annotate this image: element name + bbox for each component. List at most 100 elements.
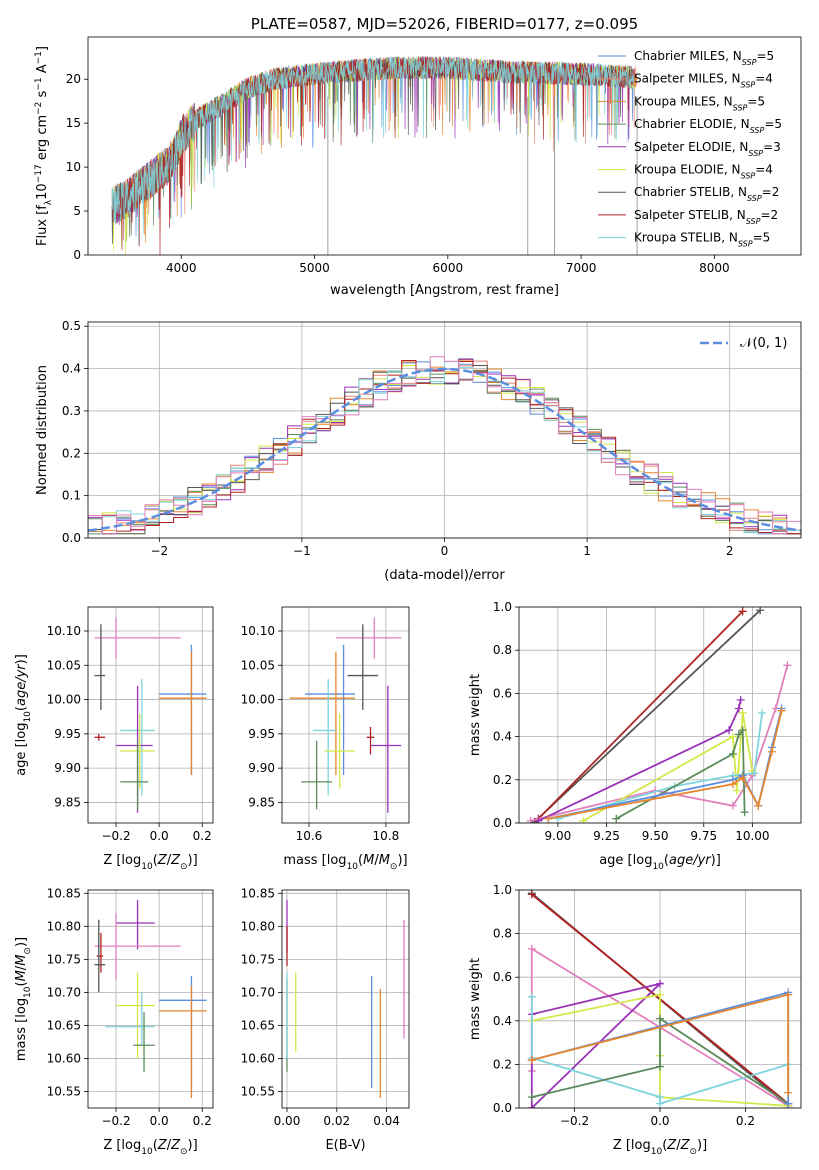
weight-marker <box>728 801 737 810</box>
y-tick-label: 10.65 <box>241 1018 275 1032</box>
histogram-steps <box>88 356 801 535</box>
weight-line <box>538 699 742 822</box>
weight-marker <box>526 816 535 823</box>
weight-line <box>530 665 789 822</box>
errorbar-point <box>116 972 155 1059</box>
errorbars-mass_vs_Z <box>94 899 207 1099</box>
weight-marker <box>740 808 749 817</box>
legend-label: Salpeter ELODIE, NSSP=3 <box>634 140 781 158</box>
x-tick-label: 0.00 <box>274 1114 301 1128</box>
legend-label: Salpeter STELIB, NSSP=2 <box>634 208 778 226</box>
y-tick-label: 0.2 <box>493 1057 512 1071</box>
weight-marker <box>527 944 536 953</box>
weight-marker <box>656 1099 664 1108</box>
x-axis-label: Z [log10(Z/Z⊙)] <box>613 1138 707 1157</box>
errorbars-age_vs_Z <box>94 617 207 813</box>
x-axis-label: mass [log10(M/M⊙)] <box>283 853 407 872</box>
y-tick-label: 10.05 <box>241 658 275 672</box>
errorbar-point <box>133 1012 155 1072</box>
y-tick-label: 0.4 <box>62 362 81 376</box>
y-tick-label: 10.10 <box>47 624 81 638</box>
x-tick-label: 9.75 <box>690 829 717 843</box>
weight-marker <box>544 814 553 823</box>
y-axis-label: Flux [fλ10−17 erg cm−2 s−1 A−1] <box>34 46 54 246</box>
x-tick-label: 9.00 <box>545 829 572 843</box>
y-tick-label: 0.0 <box>62 531 81 545</box>
errorbar-point <box>347 624 379 710</box>
weight-marker <box>783 661 792 670</box>
weight-marker <box>758 708 767 717</box>
histogram-step <box>88 356 801 535</box>
legend-label: Salpeter MILES, NSSP=4 <box>634 72 773 90</box>
x-tick-label: 0.0 <box>650 1114 669 1128</box>
legend-label: Chabrier ELODIE, NSSP=5 <box>634 117 782 135</box>
y-axis-label: mass [log10(M/M⊙)] <box>14 937 33 1061</box>
axes-age_vs_Z: −0.2 0.0 0.2 9.85 9.90 9.95 10.00 10.05 10.10 <box>47 607 213 843</box>
weight-marker <box>656 979 664 988</box>
weight-lines-weight_vs_age <box>526 607 792 823</box>
y-tick-label: 20 <box>66 72 81 86</box>
spectrum-line <box>111 55 635 245</box>
errorbar-point <box>159 985 207 1099</box>
errorbar-point <box>94 919 106 993</box>
weight-marker <box>784 1099 793 1108</box>
errorbar-point <box>96 932 104 973</box>
y-tick-label: 10.80 <box>47 919 81 933</box>
axes-mass_vs_Z: −0.2 0.0 0.2 10.55 10.60 10.65 10.70 10.75 10.80… <box>47 886 213 1128</box>
y-tick-label: 10.55 <box>241 1084 275 1098</box>
legend-label: Kroupa MILES, NSSP=5 <box>634 94 765 112</box>
legend-label: Kroupa ELODIE, NSSP=4 <box>634 163 773 181</box>
x-tick-label: 2 <box>726 544 734 558</box>
weight-marker <box>527 890 536 899</box>
weight-marker <box>736 695 745 704</box>
weight-line <box>533 609 761 823</box>
x-tick-label: 9.50 <box>642 829 669 843</box>
weight-marker <box>656 990 664 999</box>
axes-weight_vs_Z: −0.2 0.0 0.2 0.0 0.2 0.4 0.6 0.8 1.0 <box>493 883 801 1128</box>
weight-marker <box>728 780 737 789</box>
errorbar-point <box>94 913 181 980</box>
weight-marker <box>527 1056 536 1065</box>
spectrum-frame <box>87 36 802 256</box>
histogram-frame <box>87 321 802 539</box>
normal-curve <box>88 367 801 532</box>
y-tick-label: 9.90 <box>54 761 81 775</box>
x-tick-label: 10.00 <box>735 829 769 843</box>
y-tick-label: 10.60 <box>241 1051 275 1065</box>
y-tick-label: 9.85 <box>54 795 81 809</box>
y-tick-label: 0.6 <box>493 970 512 984</box>
x-axis-label: Z [log10(Z/Z⊙)] <box>103 853 197 872</box>
legend-label: Chabrier STELIB, NSSP=2 <box>634 185 779 203</box>
errorbar-point <box>159 651 207 775</box>
x-tick-label: 5000 <box>299 261 330 275</box>
weight_vs_Z-frame <box>518 889 802 1109</box>
y-tick-label: 0.0 <box>493 816 512 830</box>
x-axis-label: Z [log10(Z/Z⊙)] <box>103 1138 197 1157</box>
x-tick-label: 0.2 <box>736 1114 755 1128</box>
weight_vs_age-frame <box>518 606 802 824</box>
legend-label: Kroupa STELIB, NSSP=5 <box>634 231 770 249</box>
y-tick-label: 9.90 <box>248 761 275 775</box>
mass_vs_ebv-frame <box>281 889 410 1109</box>
errorbar-point <box>94 617 181 659</box>
weight-marker <box>612 814 621 823</box>
weight-line <box>537 610 744 820</box>
x-tick-label: 8000 <box>699 261 730 275</box>
weight-marker <box>738 607 747 616</box>
age_vs_mass-frame <box>281 606 410 824</box>
weight-marker <box>732 786 741 795</box>
spectrum-lines <box>111 55 638 255</box>
weight-marker <box>734 704 743 713</box>
weight-marker <box>725 726 734 735</box>
weight-line <box>548 710 783 820</box>
axes-weight_vs_age: 9.00 9.25 9.50 9.75 10.00 0.0 0.2 0.4 0.6 0.8 1.0 <box>493 600 801 843</box>
errorbar-point <box>312 679 336 796</box>
x-tick-label: 10.8 <box>373 829 400 843</box>
errorbar-point <box>305 644 356 775</box>
weight-marker <box>728 732 737 741</box>
x-tick-label: −1 <box>293 544 311 558</box>
y-tick-label: 0.2 <box>62 446 81 460</box>
x-tick-label: 0.2 <box>193 829 212 843</box>
weight-line <box>531 1016 789 1105</box>
